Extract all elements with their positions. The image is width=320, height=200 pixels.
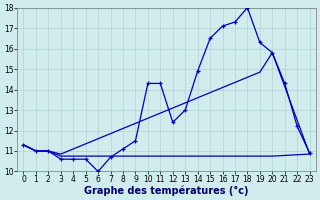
X-axis label: Graphe des températures (°c): Graphe des températures (°c) bbox=[84, 185, 249, 196]
